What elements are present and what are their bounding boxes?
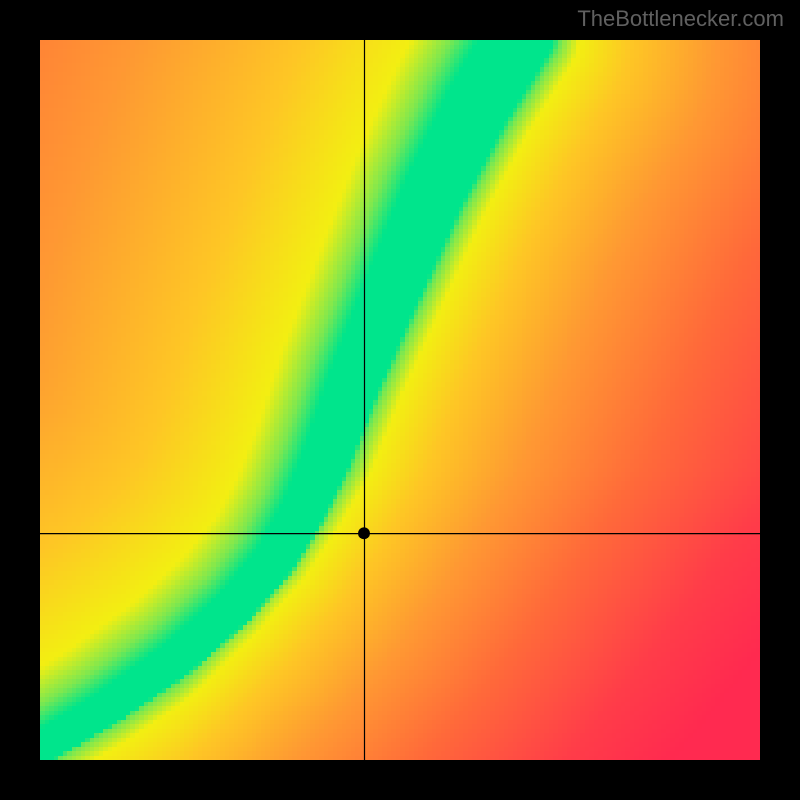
heatmap-plot <box>40 40 760 760</box>
heatmap-canvas <box>40 40 760 760</box>
attribution-text: TheBottlenecker.com <box>577 6 784 32</box>
chart-container: TheBottlenecker.com <box>0 0 800 800</box>
